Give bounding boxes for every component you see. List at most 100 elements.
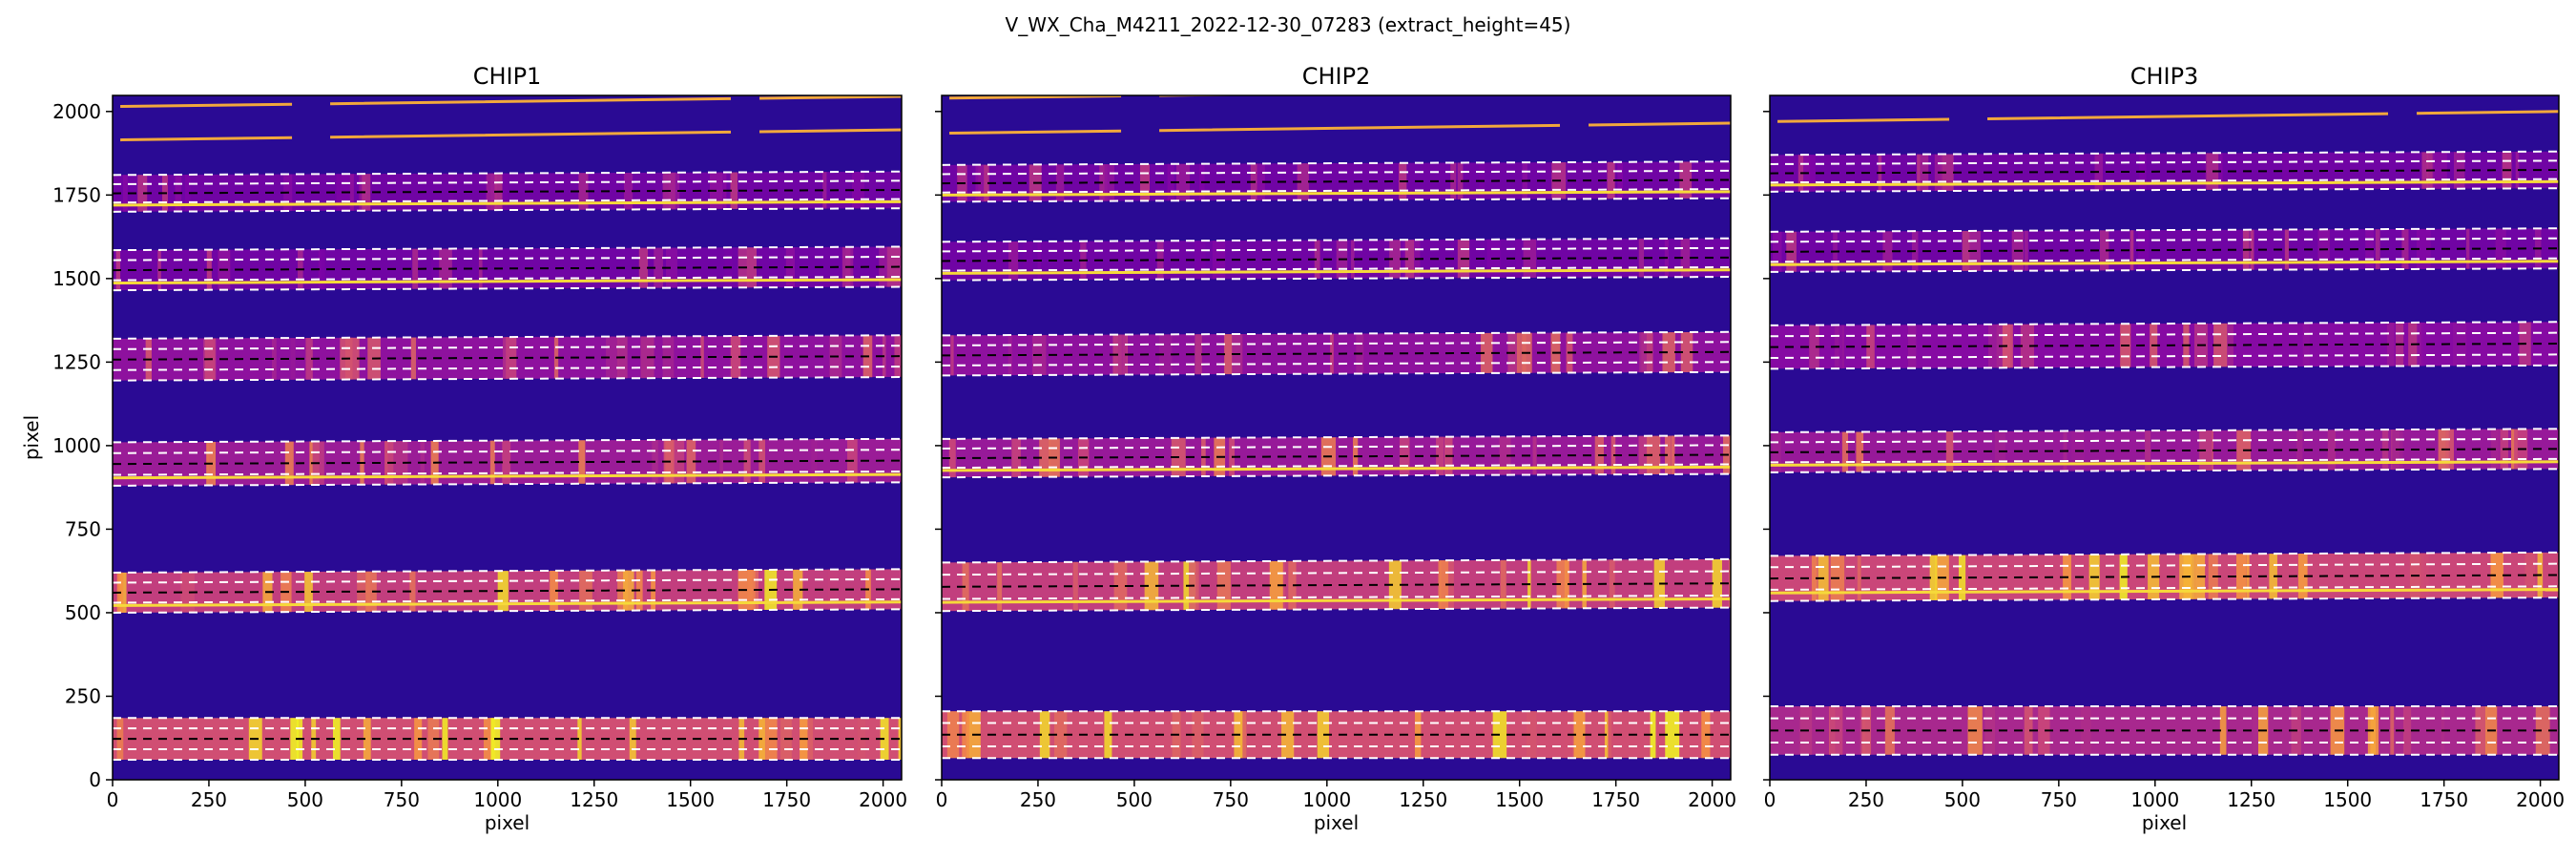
order-texture	[497, 571, 509, 612]
x-tick-label: 1500	[666, 788, 715, 811]
extraction-boundary	[1770, 585, 2559, 591]
order-texture	[1605, 711, 1612, 759]
order-texture	[410, 337, 417, 380]
order-texture	[2236, 554, 2246, 599]
detector-image	[1770, 95, 2559, 780]
y-tick-label: 1000	[52, 434, 101, 457]
extraction-boundary	[113, 179, 902, 185]
order-texture	[1712, 558, 1722, 608]
extraction-boundary	[113, 459, 902, 466]
order-texture	[1917, 154, 1921, 192]
y-tick-label: 500	[65, 601, 101, 624]
order-texture	[1023, 241, 1032, 281]
figure-title: V_WX_Cha_M4211_2022-12-30_07283 (extract…	[1006, 13, 1571, 36]
order-texture	[1055, 164, 1065, 201]
order-texture	[1638, 239, 1644, 278]
order-texture	[2417, 322, 2424, 367]
order-texture	[654, 247, 663, 288]
extraction-boundary	[1770, 159, 2559, 165]
x-tick-label: 2000	[2516, 788, 2565, 811]
spectral-order	[1770, 322, 2559, 369]
order-texture	[1195, 241, 1206, 280]
order-texture	[1192, 711, 1204, 759]
extraction-boundary	[1770, 448, 2559, 453]
trace-line	[942, 190, 1731, 197]
order-texture	[1639, 332, 1647, 373]
axes-frame	[941, 94, 1732, 781]
order-texture	[1882, 231, 1893, 272]
order-texture	[2080, 705, 2091, 755]
order-texture	[1665, 435, 1672, 474]
order-texture	[1039, 438, 1050, 477]
order-texture	[1515, 239, 1521, 278]
chip-panel: 0 250 500 750 1000 1250 1500 1750 2000 CHIP3 pixel	[1763, 63, 2565, 834]
trace-line	[113, 472, 902, 480]
order-texture	[1532, 436, 1537, 475]
order-texture	[1516, 332, 1527, 373]
order-texture	[1314, 240, 1320, 279]
order-texture	[502, 440, 511, 485]
x-axis-label: pixel	[1314, 811, 1359, 834]
order-texture	[2524, 553, 2536, 598]
order-texture	[1962, 230, 1970, 271]
extraction-boundary	[1770, 468, 2559, 473]
extraction-boundary	[942, 341, 1731, 346]
order-texture	[1884, 705, 1895, 755]
extraction-boundary	[942, 265, 1731, 272]
order-texture	[550, 570, 558, 611]
order-texture	[332, 718, 341, 760]
order-texture	[578, 440, 586, 484]
trace-line	[1770, 179, 2559, 187]
extraction-boundary	[1770, 267, 2559, 273]
extraction-boundary	[942, 472, 1731, 479]
order-texture	[1857, 555, 1861, 601]
extraction-boundary	[1770, 437, 2559, 444]
order-texture	[2297, 554, 2308, 599]
axes-frame	[112, 94, 903, 781]
order-texture	[1104, 164, 1114, 201]
order-texture	[490, 173, 496, 211]
order-texture	[948, 438, 956, 478]
order-texture	[320, 249, 325, 290]
extraction-boundary	[942, 582, 1731, 588]
partial-order-line	[1777, 110, 2559, 123]
extraction-boundary	[1770, 353, 2559, 360]
order-texture	[793, 569, 803, 610]
extraction-boundary	[113, 207, 902, 213]
trace-line	[942, 597, 1731, 604]
x-axis-label: pixel	[2142, 811, 2187, 834]
order-texture	[2327, 430, 2336, 471]
order-texture	[962, 711, 969, 759]
order-texture	[290, 338, 296, 380]
order-texture	[122, 175, 128, 212]
order-texture	[2129, 230, 2134, 271]
chip-panels: 0 250 500 750 1000 1250 1500 1750 2000 0 250 500 750…	[20, 63, 2565, 834]
order-texture	[1500, 559, 1506, 609]
extraction-boundary	[113, 481, 902, 487]
y-tick-label: 0	[89, 768, 101, 791]
extraction-boundary	[1770, 364, 2559, 370]
x-tick-label: 750	[1213, 788, 1249, 811]
trace-line	[1770, 260, 2559, 266]
partial-order-line	[120, 95, 902, 109]
x-tick-label: 1000	[473, 788, 522, 811]
x-tick-label: 1250	[2227, 788, 2275, 811]
extraction-boundary	[113, 376, 902, 382]
extraction-boundary	[1770, 457, 2559, 464]
order-texture	[184, 174, 191, 212]
order-texture	[1255, 163, 1265, 200]
spectral-order	[1770, 552, 2559, 601]
order-texture	[290, 718, 299, 760]
extraction-boundary	[1770, 321, 2559, 326]
order-texture	[1039, 711, 1050, 759]
order-texture	[1680, 238, 1691, 278]
extraction-boundary	[113, 588, 902, 594]
panel-title: CHIP2	[1302, 63, 1371, 90]
order-texture	[1811, 555, 1818, 601]
x-tick-label: 1000	[2130, 788, 2179, 811]
extraction-boundary	[113, 198, 902, 204]
extraction-boundary	[1770, 343, 2559, 348]
order-texture	[1255, 333, 1267, 374]
x-tick-label: 0	[1764, 788, 1776, 811]
x-tick-label: 500	[1116, 788, 1153, 811]
